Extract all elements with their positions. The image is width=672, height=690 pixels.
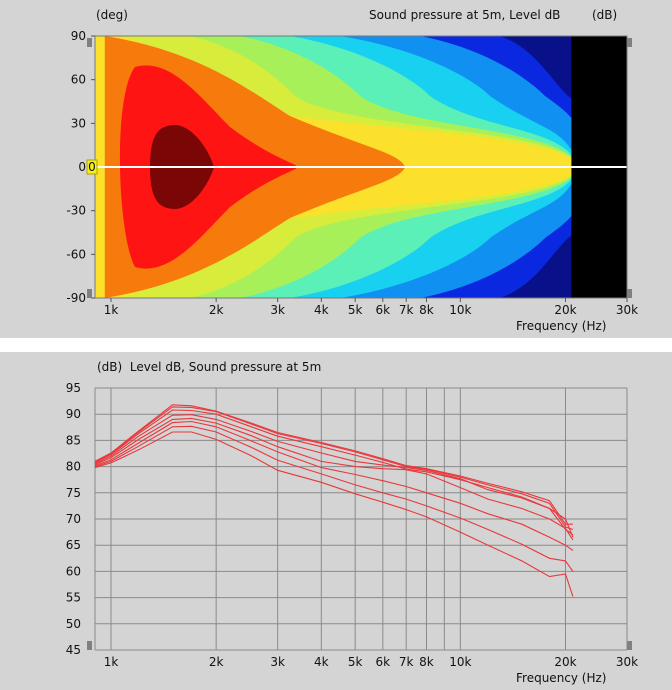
x-tick-label: 7k bbox=[399, 303, 414, 317]
x-tick-label: 3k bbox=[270, 303, 285, 317]
y-tick-label: 60 bbox=[71, 73, 86, 87]
y-tick-label: 60 bbox=[66, 564, 81, 578]
frequency-response-chart: 95 90 85 80 75 70 65 60 55 50 45 1k 2k 3k 4k 5k 6k 7k 8k 10… bbox=[66, 381, 638, 669]
response-title: (dB) Level dB, Sound pressure at 5m bbox=[97, 360, 322, 374]
x-tick-label: 6k bbox=[376, 655, 391, 669]
right-bottom-handle bbox=[627, 289, 632, 298]
x-tick-label: 4k bbox=[314, 655, 329, 669]
x-tick-label: 1k bbox=[104, 303, 119, 317]
y-tick-label: 80 bbox=[66, 460, 81, 474]
y-tick-label: 50 bbox=[66, 617, 81, 631]
x-tick-label: 7k bbox=[399, 655, 414, 669]
x-tick-label: 20k bbox=[554, 303, 576, 317]
response-curves bbox=[94, 404, 574, 597]
x-tick-label: 30k bbox=[616, 303, 638, 317]
right-top-handle bbox=[627, 38, 632, 47]
x-tick-label: 8k bbox=[419, 655, 434, 669]
y-tick-label: 85 bbox=[66, 433, 81, 447]
map-value-unit: (dB) bbox=[592, 8, 618, 22]
x-tick-label: 2k bbox=[209, 655, 224, 669]
y-tick-label: 70 bbox=[66, 512, 81, 526]
y-axis-top-handle bbox=[87, 38, 92, 47]
x-tick-label: 10k bbox=[449, 303, 471, 317]
x-tick-label: 30k bbox=[616, 655, 638, 669]
x-tick-label: 5k bbox=[348, 655, 363, 669]
y-tick-label: -60 bbox=[66, 247, 86, 261]
angle-marker-badge bbox=[86, 159, 98, 175]
response-curve-3 bbox=[94, 409, 574, 536]
y-tick-label: 95 bbox=[66, 381, 81, 395]
frequency-response-panel: (dB) Level dB, Sound pressure at 5m 95 90… bbox=[0, 352, 672, 690]
panel-separator bbox=[0, 338, 672, 352]
y-tick-label: -30 bbox=[66, 204, 86, 218]
x-tick-label: 6k bbox=[376, 303, 391, 317]
response-curve-8 bbox=[94, 431, 574, 597]
response-curve-1 bbox=[94, 404, 573, 525]
x-tick-label: 4k bbox=[314, 303, 329, 317]
angle-marker-label: 0 bbox=[88, 160, 96, 174]
y-axis-bottom-handle bbox=[87, 289, 92, 298]
y-tick-label: 90 bbox=[71, 29, 86, 43]
y-tick-label: 0 bbox=[78, 160, 86, 174]
right-bottom-handle bbox=[627, 641, 632, 650]
response-curve-6 bbox=[94, 420, 574, 551]
response-curve-2 bbox=[94, 406, 574, 531]
x-tick-label: 5k bbox=[348, 303, 363, 317]
response-curve-4 bbox=[94, 414, 574, 538]
response-curve-5 bbox=[94, 417, 574, 541]
x-tick-label: 2k bbox=[209, 303, 224, 317]
directivity-contour-chart: 90 60 30 0 -30 -60 -90 1k 2k 3k 4k 5k 6k 7k 8k 10k 20k 30… bbox=[66, 29, 638, 317]
response-x-axis-title: Frequency (Hz) bbox=[516, 671, 607, 685]
y-tick-label: 90 bbox=[66, 407, 81, 421]
x-tick-label: 1k bbox=[104, 655, 119, 669]
y-tick-label: -90 bbox=[66, 291, 86, 305]
x-tick-label: 20k bbox=[554, 655, 576, 669]
y-axis-bottom-handle bbox=[87, 641, 92, 650]
response-curve-7 bbox=[94, 425, 574, 572]
y-tick-label: 45 bbox=[66, 643, 81, 657]
x-tick-label: 10k bbox=[449, 655, 471, 669]
map-title: Sound pressure at 5m, Level dB bbox=[369, 8, 561, 22]
y-tick-label: 55 bbox=[66, 591, 81, 605]
x-tick-label: 3k bbox=[270, 655, 285, 669]
y-tick-label: 30 bbox=[71, 116, 86, 130]
angle-unit-label: (deg) bbox=[96, 8, 128, 22]
map-x-axis-title: Frequency (Hz) bbox=[516, 319, 607, 333]
y-tick-label: 65 bbox=[66, 538, 81, 552]
y-tick-label: 75 bbox=[66, 486, 81, 500]
contour-plot-area bbox=[94, 35, 628, 299]
x-tick-label: 8k bbox=[419, 303, 434, 317]
grid-lines bbox=[94, 387, 628, 651]
directivity-map-panel: (deg) Sound pressure at 5m, Level dB (dB… bbox=[0, 0, 672, 338]
